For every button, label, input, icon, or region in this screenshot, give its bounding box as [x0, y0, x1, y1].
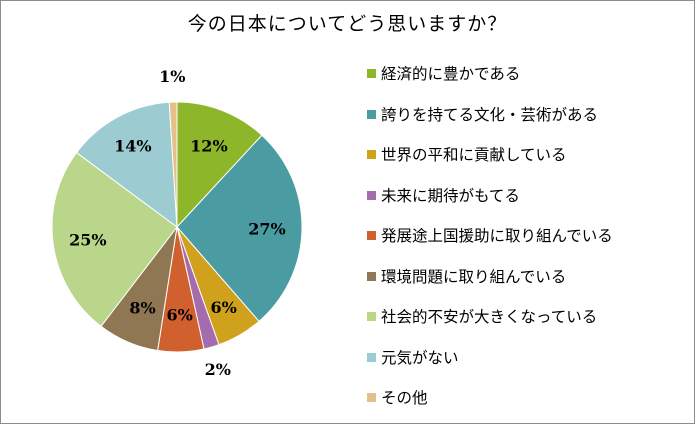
slice-label-6: 25% [69, 231, 106, 250]
legend-swatch-3 [367, 190, 376, 200]
legend-swatch-1 [367, 109, 376, 119]
legend-label-3: 未来に期待がもてる [381, 186, 520, 205]
slice-label-5: 8% [129, 298, 155, 317]
legend-label-4: 発展途上国援助に取り組んでいる [381, 227, 613, 245]
legend-label-6: 社会的不安が大きくなっている [381, 308, 598, 326]
slice-label-1: 27% [248, 219, 285, 238]
pie-slice-6 [51, 151, 178, 327]
legend-label-7: 元気がない [381, 348, 459, 367]
chart-title: 今の日本についてどう思いますか？ [187, 13, 508, 35]
slice-label-2: 6% [210, 298, 236, 317]
legend-swatch-8 [367, 393, 376, 402]
legend-swatch-7 [367, 352, 376, 362]
legend-label-2: 世界の平和に貢献している [381, 146, 567, 164]
legend-label-1: 誇りを持てる文化・芸術がある [381, 105, 599, 124]
legend-swatch-4 [367, 231, 376, 240]
legend-label-0: 経済的に豊かである [381, 65, 521, 83]
legend-swatch-0 [367, 69, 376, 78]
slice-label-3: 2% [205, 360, 231, 379]
slice-label-4: 6% [167, 305, 193, 324]
legend-swatch-5 [367, 271, 376, 281]
legend-swatch-6 [367, 312, 376, 321]
slice-label-7: 14% [114, 137, 151, 156]
pie-slice-1 [176, 134, 303, 323]
pie-slice-7 [75, 101, 178, 229]
legend-label-5: 環境問題に取り組んでいる [381, 267, 567, 286]
pie-slice-8 [168, 101, 178, 228]
pie-slice-0 [176, 101, 263, 229]
legend-label-8: その他 [381, 389, 428, 407]
legend-swatch-2 [367, 150, 376, 159]
slice-label-8: 1% [159, 67, 185, 86]
slice-label-0: 12% [190, 137, 227, 156]
